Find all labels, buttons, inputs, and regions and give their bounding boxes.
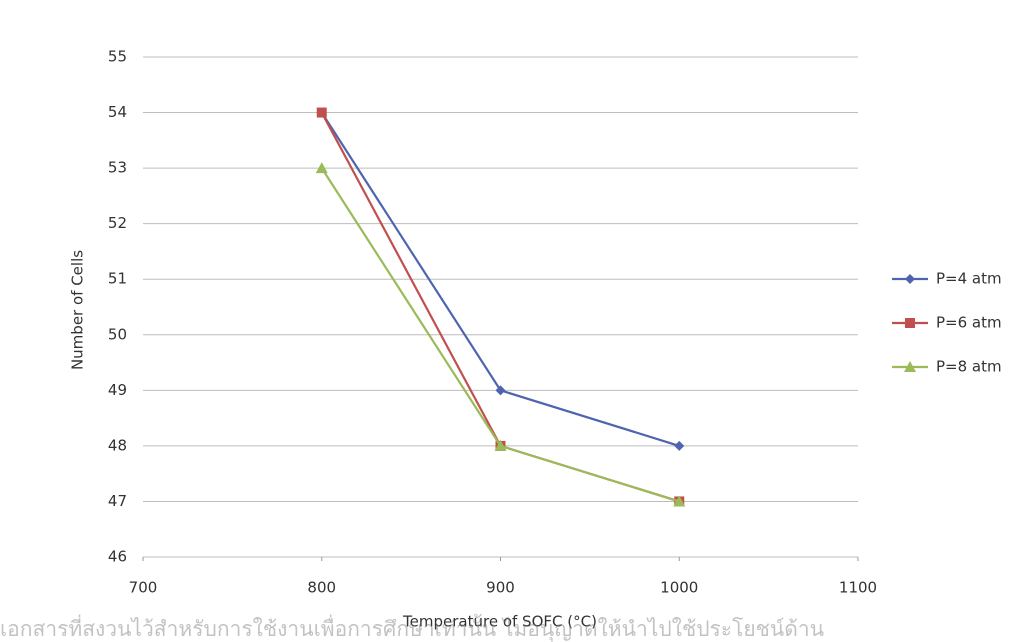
y-tick-label: 53 bbox=[108, 159, 127, 177]
marker bbox=[495, 385, 506, 396]
y-tick-label: 46 bbox=[108, 548, 127, 566]
y-tick-label: 54 bbox=[108, 103, 127, 121]
x-tick-label: 700 bbox=[129, 579, 158, 597]
marker bbox=[674, 440, 685, 451]
x-tick-label: 800 bbox=[307, 579, 336, 597]
marker bbox=[494, 439, 507, 451]
marker bbox=[315, 162, 328, 174]
legend-label: P=6 atm bbox=[936, 314, 1002, 332]
y-tick-label: 51 bbox=[108, 270, 127, 288]
x-tick-label: 1100 bbox=[839, 579, 877, 597]
marker bbox=[905, 318, 915, 328]
y-tick-label: 47 bbox=[108, 492, 127, 510]
legend-label: P=8 atm bbox=[936, 358, 1002, 376]
y-tick-label: 50 bbox=[108, 325, 127, 343]
marker bbox=[905, 274, 915, 284]
y-axis-title: Number of Cells bbox=[69, 250, 87, 370]
x-axis-title: Temperature of SOFC (°C) bbox=[402, 613, 597, 631]
watermark-footer: เอกสารที่สงวนไว้สำหรับการใช้งานเพื่อการศ… bbox=[0, 614, 824, 642]
marker bbox=[316, 107, 327, 118]
x-tick-label: 900 bbox=[486, 579, 515, 597]
y-tick-label: 48 bbox=[108, 436, 127, 454]
y-tick-label: 49 bbox=[108, 381, 127, 399]
legend-label: P=4 atm bbox=[936, 270, 1002, 288]
y-tick-label: 55 bbox=[108, 48, 127, 66]
y-tick-label: 52 bbox=[108, 214, 127, 232]
marker bbox=[904, 361, 916, 372]
marker bbox=[673, 495, 686, 507]
x-tick-label: 1000 bbox=[660, 579, 698, 597]
